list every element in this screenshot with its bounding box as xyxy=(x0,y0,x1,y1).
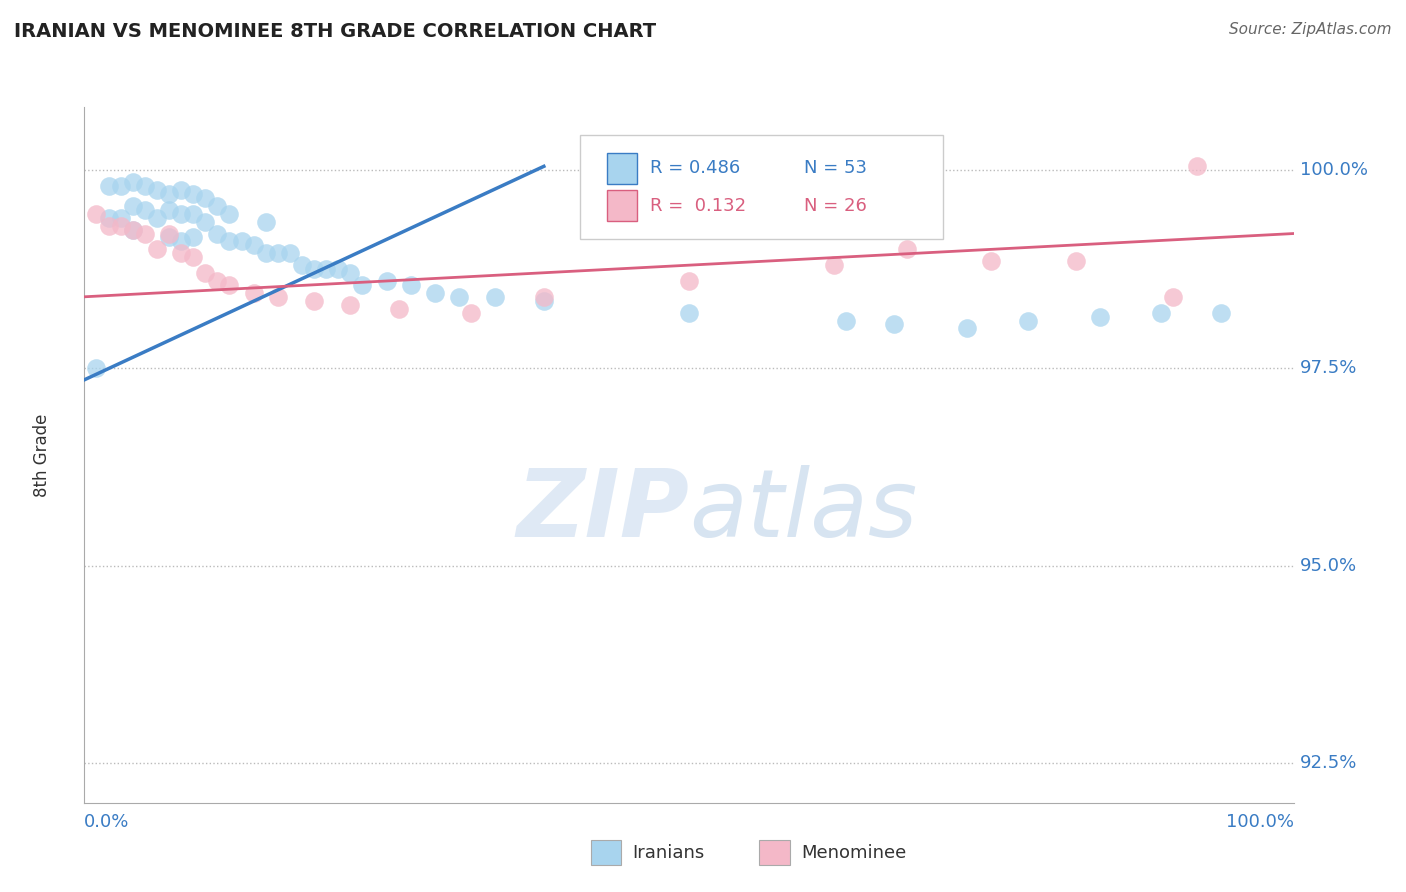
Point xyxy=(242,238,264,252)
Point xyxy=(254,246,277,260)
Text: Source: ZipAtlas.com: Source: ZipAtlas.com xyxy=(1229,22,1392,37)
Point xyxy=(302,262,325,277)
Point xyxy=(207,227,229,241)
Point xyxy=(134,179,156,194)
Point xyxy=(267,246,290,260)
Point xyxy=(1161,290,1184,304)
Point xyxy=(157,187,180,202)
Text: atlas: atlas xyxy=(689,465,917,556)
Point xyxy=(207,199,229,213)
Point xyxy=(533,293,555,308)
Point xyxy=(121,175,143,189)
Text: IRANIAN VS MENOMINEE 8TH GRADE CORRELATION CHART: IRANIAN VS MENOMINEE 8TH GRADE CORRELATI… xyxy=(14,22,657,41)
Point xyxy=(423,285,446,300)
Point xyxy=(678,305,700,319)
Point xyxy=(110,219,132,233)
Point xyxy=(352,277,374,292)
Point xyxy=(267,290,290,304)
Point xyxy=(170,246,193,260)
Point xyxy=(110,179,132,194)
Point xyxy=(388,301,411,316)
Point xyxy=(980,254,1002,268)
Text: 8th Grade: 8th Grade xyxy=(32,413,51,497)
Point xyxy=(302,293,325,308)
Point xyxy=(835,313,858,327)
Text: N = 26: N = 26 xyxy=(804,197,866,215)
FancyBboxPatch shape xyxy=(581,135,943,239)
Point xyxy=(399,277,422,292)
Point xyxy=(194,191,217,205)
Bar xyxy=(607,153,637,184)
Text: R =  0.132: R = 0.132 xyxy=(650,197,747,215)
Point xyxy=(157,230,180,244)
Text: N = 53: N = 53 xyxy=(804,160,868,178)
Point xyxy=(291,258,314,272)
Text: Iranians: Iranians xyxy=(633,844,704,862)
Point xyxy=(97,219,120,233)
Point xyxy=(315,262,337,277)
Point xyxy=(181,187,204,202)
Point xyxy=(375,274,398,288)
Point xyxy=(339,298,361,312)
Point xyxy=(1209,305,1232,319)
Point xyxy=(181,230,204,244)
Point xyxy=(170,183,193,197)
Point xyxy=(242,285,264,300)
Point xyxy=(110,211,132,225)
Point xyxy=(170,207,193,221)
Bar xyxy=(607,190,637,221)
Point xyxy=(339,266,361,280)
Point xyxy=(207,274,229,288)
Text: ZIP: ZIP xyxy=(516,465,689,557)
Point xyxy=(328,262,350,277)
Point xyxy=(194,266,217,280)
Point xyxy=(121,199,143,213)
Text: 0.0%: 0.0% xyxy=(84,814,129,831)
Point xyxy=(956,321,979,335)
Point xyxy=(823,258,845,272)
Point xyxy=(194,215,217,229)
Point xyxy=(218,277,240,292)
Text: Menominee: Menominee xyxy=(801,844,907,862)
Text: 100.0%: 100.0% xyxy=(1226,814,1294,831)
Point xyxy=(157,227,180,241)
Point xyxy=(278,246,301,260)
Point xyxy=(1064,254,1087,268)
Point xyxy=(254,215,277,229)
Point xyxy=(134,227,156,241)
Point xyxy=(121,222,143,236)
Point xyxy=(97,179,120,194)
Point xyxy=(678,274,700,288)
Point xyxy=(86,361,108,376)
Point xyxy=(449,290,471,304)
Point xyxy=(1185,159,1208,173)
Point xyxy=(181,207,204,221)
Point xyxy=(146,211,169,225)
Point xyxy=(86,207,108,221)
Text: R = 0.486: R = 0.486 xyxy=(650,160,741,178)
Text: 100.0%: 100.0% xyxy=(1299,161,1368,179)
Point xyxy=(896,243,918,257)
Text: 95.0%: 95.0% xyxy=(1299,557,1357,574)
Point xyxy=(170,235,193,249)
Point xyxy=(146,243,169,257)
Point xyxy=(460,305,482,319)
Point xyxy=(218,235,240,249)
Text: 97.5%: 97.5% xyxy=(1299,359,1357,377)
Point xyxy=(181,250,204,264)
Point xyxy=(1088,310,1111,324)
Point xyxy=(1017,313,1039,327)
Point xyxy=(1149,305,1171,319)
Point xyxy=(134,202,156,217)
Point xyxy=(146,183,169,197)
Point xyxy=(883,318,905,332)
Point xyxy=(218,207,240,221)
Text: 92.5%: 92.5% xyxy=(1299,755,1357,772)
Point xyxy=(231,235,253,249)
Point xyxy=(484,290,506,304)
Point xyxy=(121,222,143,236)
Point xyxy=(97,211,120,225)
Point xyxy=(533,290,555,304)
Point xyxy=(157,202,180,217)
